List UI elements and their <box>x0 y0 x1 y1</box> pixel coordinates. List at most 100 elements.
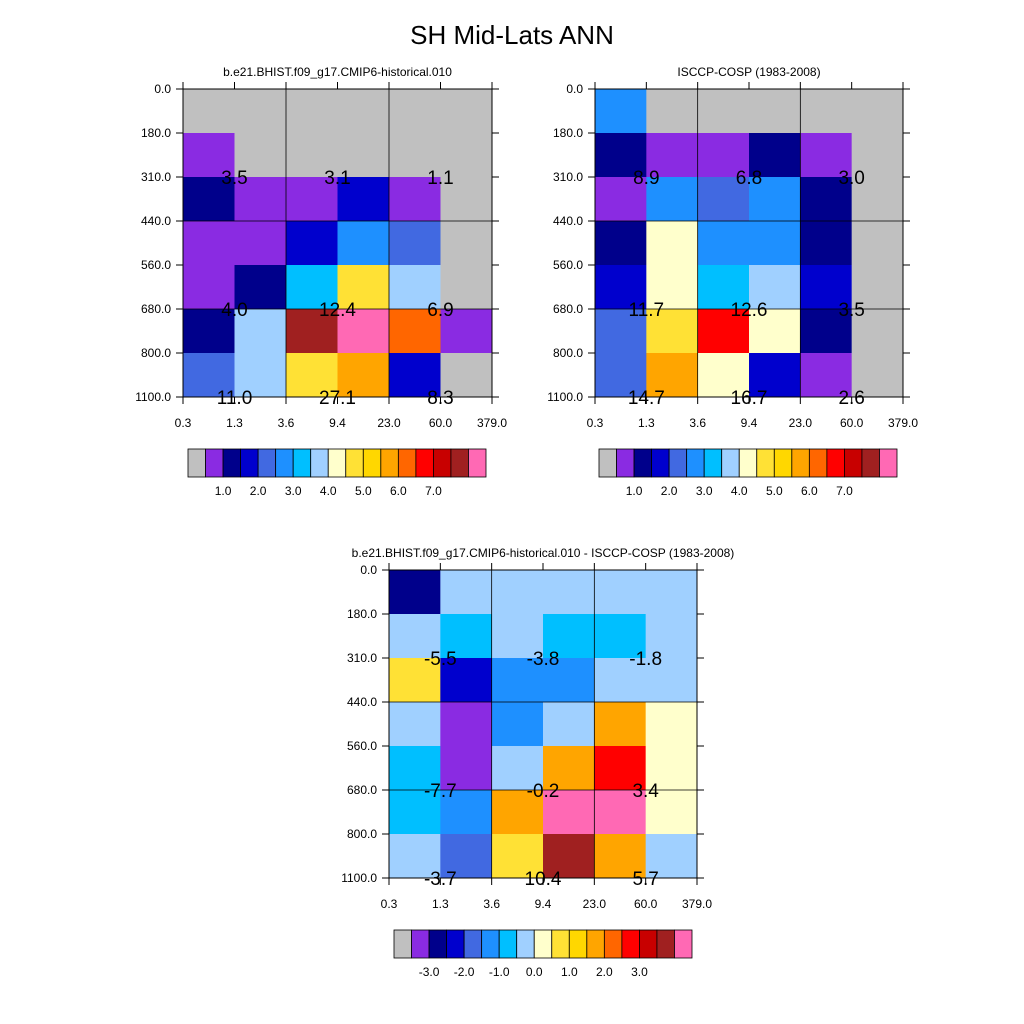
colorbar-label: 0.0 <box>526 965 543 979</box>
value-label: 12.4 <box>319 300 356 321</box>
value-label: 3.5 <box>221 168 247 189</box>
figure-title: SH Mid-Lats ANN <box>410 20 614 50</box>
heatmap-cell <box>234 353 287 398</box>
y-tick-label: 680.0 <box>141 302 171 316</box>
colorbar-label: 2.0 <box>250 484 267 498</box>
heatmap-cell <box>697 177 750 222</box>
y-tick-label: 310.0 <box>553 170 583 184</box>
heatmap-cell <box>646 309 699 354</box>
value-label: -0.2 <box>527 781 560 802</box>
heatmap-cell <box>389 89 441 134</box>
x-tick-label: 3.6 <box>278 416 295 430</box>
colorbar-label: 6.0 <box>801 484 818 498</box>
colorbar-swatch <box>397 448 417 478</box>
colorbar-swatch <box>362 448 382 478</box>
heatmap-cell <box>594 570 647 615</box>
heatmap-cell <box>286 133 338 178</box>
colorbar-label: 3.0 <box>696 484 713 498</box>
x-tick-label: 3.6 <box>483 897 500 911</box>
heatmap-cell <box>440 221 493 266</box>
heatmap-cell <box>543 614 595 659</box>
heatmap-cell <box>543 570 595 615</box>
heatmap-cell <box>749 177 801 222</box>
heatmap-cell <box>389 353 441 398</box>
colorbar-swatch <box>450 448 469 478</box>
heatmap-cell <box>697 89 750 134</box>
value-label: -3.7 <box>424 869 457 890</box>
heatmap-cell <box>234 221 287 266</box>
heatmap-cell <box>183 221 235 266</box>
heatmap-cell <box>491 658 544 703</box>
heatmap-cell <box>286 265 338 310</box>
heatmap-cell <box>183 89 235 134</box>
colorbar-swatch <box>222 448 241 478</box>
value-label: 8.9 <box>633 168 659 189</box>
y-tick-label: 560.0 <box>347 739 377 753</box>
colorbar-swatch <box>257 448 277 478</box>
colorbar-label: 7.0 <box>836 484 853 498</box>
heatmap-cell <box>800 133 853 178</box>
x-tick-label: 1.3 <box>432 897 449 911</box>
heatmap-cell <box>234 265 287 310</box>
heatmap-cell <box>440 834 493 879</box>
value-label: 2.6 <box>838 388 864 409</box>
x-tick-label: 1.3 <box>638 416 655 430</box>
colorbar-swatch <box>668 448 688 478</box>
heatmap-cell <box>645 658 698 703</box>
heatmap-cell <box>645 790 698 835</box>
colorbar-swatch <box>826 448 845 478</box>
heatmap-cell <box>337 309 390 354</box>
colorbar-swatch <box>463 929 483 959</box>
x-tick-label: 23.0 <box>789 416 813 430</box>
heatmap-cell <box>286 221 338 266</box>
x-tick-label: 0.3 <box>175 416 192 430</box>
heatmap-cell <box>594 658 647 703</box>
x-tick-label: 60.0 <box>634 897 658 911</box>
heatmap-cell <box>389 790 441 835</box>
value-label: -1.8 <box>629 649 662 670</box>
heatmap-cell <box>697 309 750 354</box>
heatmap-cell <box>851 133 904 178</box>
x-tick-label: 60.0 <box>840 416 864 430</box>
heatmap-cell <box>337 265 390 310</box>
heatmap-cell <box>800 177 853 222</box>
colorbar-swatch <box>187 448 206 478</box>
value-label: 5.7 <box>632 869 658 890</box>
heatmap-cell <box>594 702 647 747</box>
colorbar-swatch <box>738 448 758 478</box>
heatmap-cell <box>595 265 647 310</box>
colorbar-label: 1.0 <box>561 965 578 979</box>
y-tick-label: 1100.0 <box>547 390 583 404</box>
x-tick-label: 0.3 <box>381 897 398 911</box>
heatmap-cell <box>440 614 493 659</box>
y-tick-label: 310.0 <box>347 651 377 665</box>
colorbar-swatch <box>621 929 640 959</box>
heatmap-cell <box>749 309 801 354</box>
colorbar-swatch <box>292 448 312 478</box>
heatmap-cell <box>440 265 493 310</box>
x-tick-label: 23.0 <box>583 897 607 911</box>
heatmap-cell <box>646 89 699 134</box>
heatmap-cell <box>440 702 493 747</box>
heatmap-cell <box>491 790 544 835</box>
value-label: -3.8 <box>527 649 560 670</box>
colorbar-label: -3.0 <box>419 965 440 979</box>
value-label: 4.0 <box>221 300 247 321</box>
heatmap-cell <box>234 89 287 134</box>
heatmap-cell <box>851 221 904 266</box>
colorbar-swatch <box>721 448 740 478</box>
colorbar-swatch <box>844 448 863 478</box>
heatmap-cell <box>389 177 441 222</box>
colorbar-swatch <box>603 929 623 959</box>
heatmap-cell <box>595 309 647 354</box>
x-tick-label: 379.0 <box>888 416 918 430</box>
heatmap-cell <box>851 265 904 310</box>
value-label: 1.1 <box>427 168 453 189</box>
heatmap-cell <box>800 265 853 310</box>
heatmap-cell <box>337 221 390 266</box>
heatmap-cell <box>337 177 390 222</box>
colorbar-swatch <box>516 929 535 959</box>
heatmap-cell <box>389 221 441 266</box>
heatmap-cell <box>337 133 390 178</box>
colorbar-swatch <box>633 448 652 478</box>
